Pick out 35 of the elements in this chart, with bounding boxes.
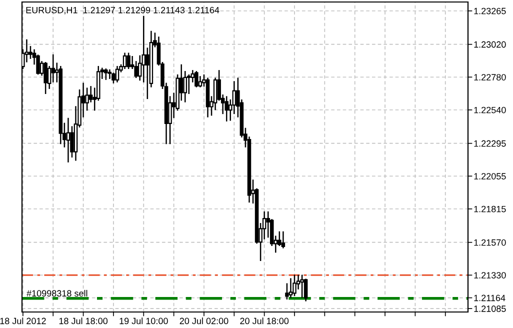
candlestick xyxy=(281,231,286,248)
candlestick xyxy=(300,274,304,298)
candlestick xyxy=(292,274,296,296)
y-tick-label: 1.21330 xyxy=(474,272,506,278)
candlestick xyxy=(194,71,198,88)
candlestick xyxy=(126,52,130,69)
x-tick-label: 20 Jul 18:00 xyxy=(240,318,289,324)
chart-title: EURUSD,H1 1.21297 1.21299 1.21143 1.21164 xyxy=(26,6,220,14)
candlestick xyxy=(66,118,70,162)
candlestick xyxy=(44,62,48,94)
y-tick-label: 1.22295 xyxy=(474,140,506,147)
candlestick xyxy=(142,16,146,82)
y-tick-label: 1.21570 xyxy=(474,239,506,246)
x-tick-label: 20 Jul 02:00 xyxy=(180,318,228,324)
x-tick-label: 18 Jul 18:00 xyxy=(59,318,108,324)
y-tick-label: 1.21815 xyxy=(474,206,506,212)
y-tick-label: 1.21085 xyxy=(474,306,506,312)
y-tick-label: 1.22055 xyxy=(474,173,506,180)
y-tick-label: 1.23265 xyxy=(474,8,506,14)
candlestick xyxy=(115,66,120,82)
candlestick xyxy=(104,68,108,80)
candlestick xyxy=(198,76,202,88)
x-tick-label: 18 Jul 2012 xyxy=(0,318,46,324)
candlestick xyxy=(122,52,127,69)
candlestick xyxy=(304,278,308,302)
y-tick-label: 1.22540 xyxy=(474,106,506,114)
y-tick-label: 1.21164 xyxy=(474,294,506,302)
candlestick xyxy=(288,278,293,298)
candlestick xyxy=(51,54,55,82)
y-tick-label: 1.22780 xyxy=(474,74,506,80)
candlestick xyxy=(224,96,228,122)
y-tick-label: 1.23020 xyxy=(474,41,506,48)
ref-line-label: #10998318 sell xyxy=(26,290,88,297)
x-tick-label: 19 Jul 10:00 xyxy=(120,318,168,324)
candlestick xyxy=(112,72,116,84)
